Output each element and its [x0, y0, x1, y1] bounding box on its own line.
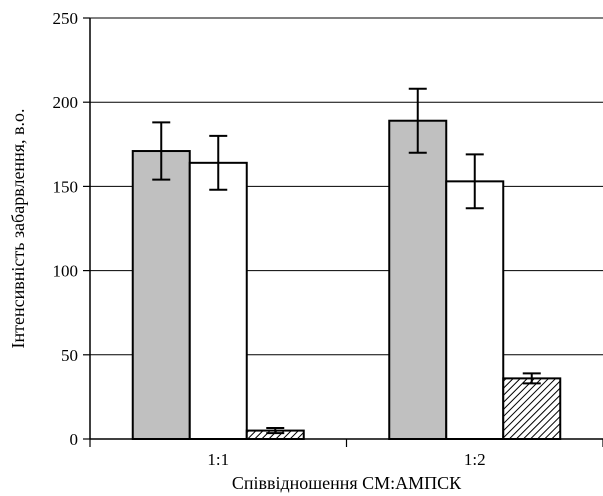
y-tick-label: 50	[61, 346, 78, 365]
y-axis-title: Інтенсивність забарвлення, в.о.	[8, 109, 28, 349]
axes	[83, 17, 603, 447]
bar	[131, 150, 191, 440]
x-tick-label: 1:2	[464, 450, 486, 469]
y-tick-label: 250	[53, 9, 79, 28]
y-tick-label: 150	[53, 177, 79, 196]
y-tick-label: 0	[70, 430, 79, 449]
bar	[445, 180, 505, 441]
x-tick-label: 1:1	[207, 450, 229, 469]
bars	[131, 87, 562, 441]
bar	[502, 377, 562, 441]
x-axis-title: Співвідношення СМ:АМПСК	[232, 473, 462, 493]
tick-labels: 0 50 100 150 200 250 1:1 1:2	[53, 9, 486, 469]
y-tick-label: 200	[53, 93, 79, 112]
y-tick-label: 100	[53, 262, 79, 281]
bar	[188, 161, 248, 440]
bar	[388, 119, 448, 440]
